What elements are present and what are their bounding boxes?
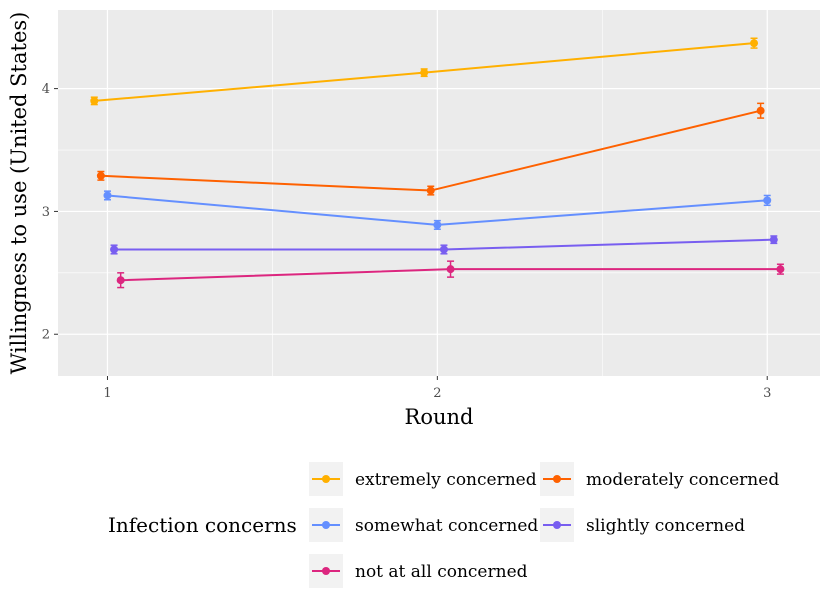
x-tick-label: 3: [763, 386, 771, 401]
data-point: [439, 245, 448, 254]
y-axis-title: Willingness to use (United States): [7, 12, 31, 375]
legend-key-point: [553, 475, 561, 483]
x-tick-label: 1: [103, 386, 111, 401]
y-tick-label: 4: [42, 82, 50, 97]
legend-item: not at all concerned: [309, 554, 528, 588]
data-point: [420, 68, 429, 77]
legend-title: Infection concerns: [108, 513, 297, 537]
legend: extremely concerned moderately concerned s…: [309, 462, 779, 588]
x-tick-label: 2: [433, 386, 441, 401]
legend-key-point: [553, 521, 561, 529]
legend-label: slightly concerned: [586, 516, 745, 536]
data-point: [426, 186, 435, 195]
data-point: [763, 196, 772, 205]
legend-label: somewhat concerned: [355, 516, 538, 536]
series-not-at-all-concerned: [116, 260, 785, 289]
y-tick-label: 3: [42, 205, 50, 220]
legend-item: somewhat concerned: [309, 508, 538, 542]
legend-label: extremely concerned: [355, 470, 537, 490]
legend-label: not at all concerned: [355, 562, 528, 582]
y-axis: 2 3 4: [42, 82, 58, 343]
data-point: [446, 265, 455, 274]
data-point: [116, 276, 125, 285]
data-point: [769, 235, 778, 244]
major-gridlines: [58, 10, 820, 376]
x-axis-title: Round: [405, 405, 474, 429]
series-moderately-concerned: [96, 102, 765, 196]
x-axis: 1 2 3: [103, 376, 771, 401]
data-point: [90, 96, 99, 105]
series-somewhat-concerned: [103, 190, 772, 230]
legend-key-point: [322, 521, 330, 529]
legend-key-point: [322, 567, 330, 575]
series-extremely-concerned: [90, 37, 759, 106]
data-point: [110, 245, 119, 254]
y-tick-label: 2: [42, 328, 50, 343]
legend-item: extremely concerned: [309, 462, 537, 496]
data-point: [96, 171, 105, 180]
legend-item: moderately concerned: [540, 462, 779, 496]
data-point: [103, 191, 112, 200]
series-layer: [90, 37, 785, 289]
data-point: [750, 39, 759, 48]
legend-label: moderately concerned: [586, 470, 779, 490]
data-point: [433, 220, 442, 229]
data-point: [756, 106, 765, 115]
plot-panel: [58, 10, 820, 376]
legend-key-point: [322, 475, 330, 483]
legend-item: slightly concerned: [540, 508, 745, 542]
minor-gridlines: [58, 10, 820, 376]
data-point: [776, 265, 785, 274]
series-slightly-concerned: [110, 235, 778, 255]
